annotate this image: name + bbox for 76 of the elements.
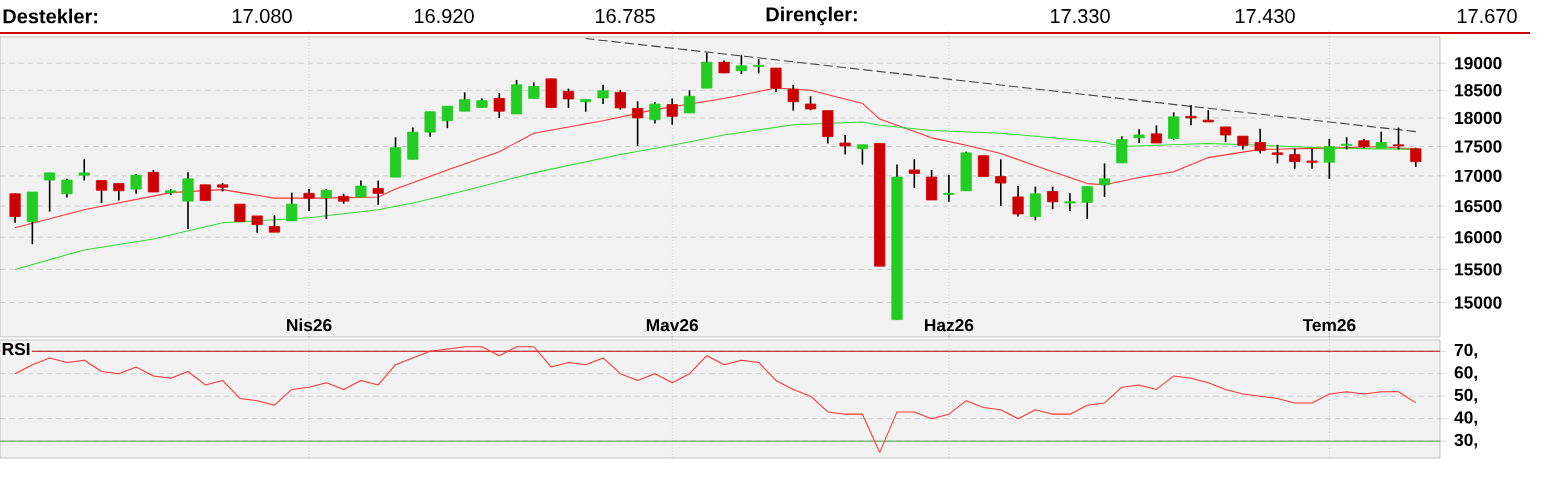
y-tick-label: 17000 <box>1455 169 1502 182</box>
y-tick-label: 16000 <box>1455 231 1502 244</box>
y-tick-label: 70, <box>1454 343 1477 359</box>
candlestick <box>1116 135 1128 164</box>
chart-title: RSI <box>2 342 30 356</box>
candlestick <box>770 67 782 93</box>
candlestick <box>147 169 159 193</box>
candlestick <box>856 143 869 166</box>
candlestick <box>1271 143 1284 165</box>
candlestick <box>424 110 436 138</box>
candlestick <box>632 100 644 147</box>
candlestick <box>1289 147 1301 170</box>
candlestick <box>597 83 609 105</box>
candlestick <box>1254 127 1266 155</box>
y-tick-label: 40, <box>1454 411 1477 427</box>
candlestick <box>787 83 799 112</box>
candlestick <box>78 158 90 182</box>
candlestick <box>683 89 696 114</box>
candlestick <box>44 172 56 213</box>
candlestick <box>1323 138 1335 180</box>
y-tick-label: 15000 <box>1455 296 1502 309</box>
x-tick-label: Nis26 <box>287 318 332 332</box>
y-tick-label: 50, <box>1454 388 1477 404</box>
candlestick <box>908 158 920 189</box>
text: 17.080 <box>232 8 292 24</box>
candlestick <box>493 92 505 119</box>
y-tick-label: 18500 <box>1455 84 1502 97</box>
candlestick <box>1168 111 1180 141</box>
candlestick <box>1392 126 1405 151</box>
candlestick <box>182 171 194 230</box>
y-tick-label: 19000 <box>1455 57 1502 70</box>
candlestick <box>9 192 21 224</box>
candlestick <box>1012 185 1024 218</box>
text: 16.920 <box>414 8 474 24</box>
candlestick <box>441 105 453 129</box>
y-tick-label: 18000 <box>1455 111 1502 125</box>
x-tick-label: Mav26 <box>646 319 699 332</box>
candlestick <box>372 179 384 206</box>
candlestick <box>1081 185 1093 220</box>
text: 16.785 <box>595 8 655 24</box>
candlestick <box>926 169 938 201</box>
candlestick <box>1064 192 1076 212</box>
text: Dirençler: <box>766 6 857 26</box>
candlestick <box>286 191 298 222</box>
candlestick <box>320 188 332 220</box>
y-tick-label: 16500 <box>1455 199 1502 213</box>
candlestick <box>1098 162 1111 198</box>
text: 17.430 <box>1235 8 1295 24</box>
y-tick-label: 17500 <box>1455 140 1502 153</box>
text: 17.330 <box>1050 8 1110 24</box>
candlestick <box>614 89 626 111</box>
candlestick <box>943 173 955 203</box>
y-tick-label: 30, <box>1454 433 1477 449</box>
candlestick <box>977 154 990 178</box>
text: 17.670 <box>1457 8 1517 24</box>
candlestick <box>303 188 315 212</box>
candlestick <box>839 134 851 156</box>
candlestick <box>580 98 592 113</box>
candlestick <box>1029 185 1041 222</box>
candlestick <box>1306 147 1318 170</box>
candlestick <box>1185 104 1197 127</box>
y-tick-label: 60, <box>1454 366 1477 382</box>
candlestick <box>95 179 108 204</box>
x-tick-label: Haz26 <box>924 319 974 332</box>
candlestick <box>649 101 661 125</box>
candlestick <box>666 97 678 126</box>
candlestick <box>562 87 575 109</box>
candlestick <box>459 91 471 112</box>
candlestick <box>130 173 142 195</box>
text: Destekler: <box>3 8 98 24</box>
candlestick <box>735 53 747 75</box>
candlestick <box>995 158 1007 207</box>
candlestick <box>1047 185 1059 210</box>
x-tick-label: Tem26 <box>1302 319 1356 332</box>
candlestick <box>1202 109 1214 123</box>
y-tick-label: 15500 <box>1455 263 1502 276</box>
